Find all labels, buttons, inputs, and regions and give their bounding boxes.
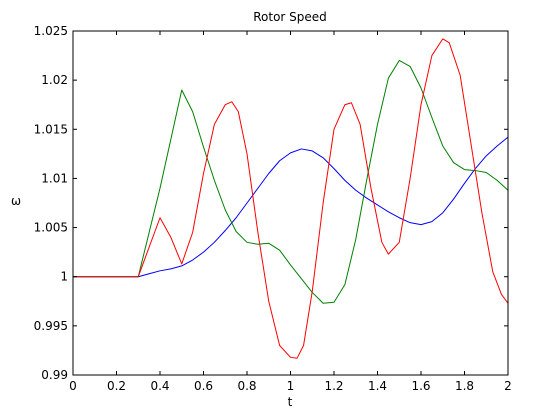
ticks-layer: 0 0.2 0.4 0.6 0.8 1 1.2 1.4 1.6 1.8 2 0.99 0.995 1 1.0…	[34, 24, 512, 393]
x-tick-label: 1	[287, 379, 295, 393]
y-tick-label: 0.99	[41, 368, 68, 382]
x-tick-label: 1.8	[455, 379, 474, 393]
y-tick-label: 1.015	[34, 122, 68, 136]
y-tick-label: 1.025	[34, 24, 68, 38]
x-axis-label: t	[288, 395, 293, 409]
y-tick-label: 1	[60, 270, 68, 284]
y-tick-label: 1.005	[34, 221, 68, 235]
y-tick-label: 1.02	[41, 73, 68, 87]
chart-title: Rotor Speed	[253, 10, 327, 24]
series-layer	[73, 38, 509, 359]
x-tick-label: 0.4	[150, 379, 169, 393]
x-tick-label: 0.2	[107, 379, 126, 393]
x-tick-label: 0.6	[194, 379, 213, 393]
x-tick-label: 1.6	[411, 379, 430, 393]
y-axis-label: ω	[11, 194, 21, 208]
y-tick-label: 1.01	[41, 171, 68, 185]
series-line-3	[73, 38, 509, 359]
y-tick-label: 0.995	[34, 319, 68, 333]
x-tick-label: 1.2	[324, 379, 343, 393]
x-tick-label: 2	[504, 379, 512, 393]
series-line-1	[73, 136, 509, 278]
series-line-2	[73, 59, 509, 304]
x-tick-label: 1.4	[368, 379, 387, 393]
x-tick-label: 0.8	[237, 379, 256, 393]
x-tick-label: 0	[69, 379, 77, 393]
plot-area	[73, 31, 508, 375]
